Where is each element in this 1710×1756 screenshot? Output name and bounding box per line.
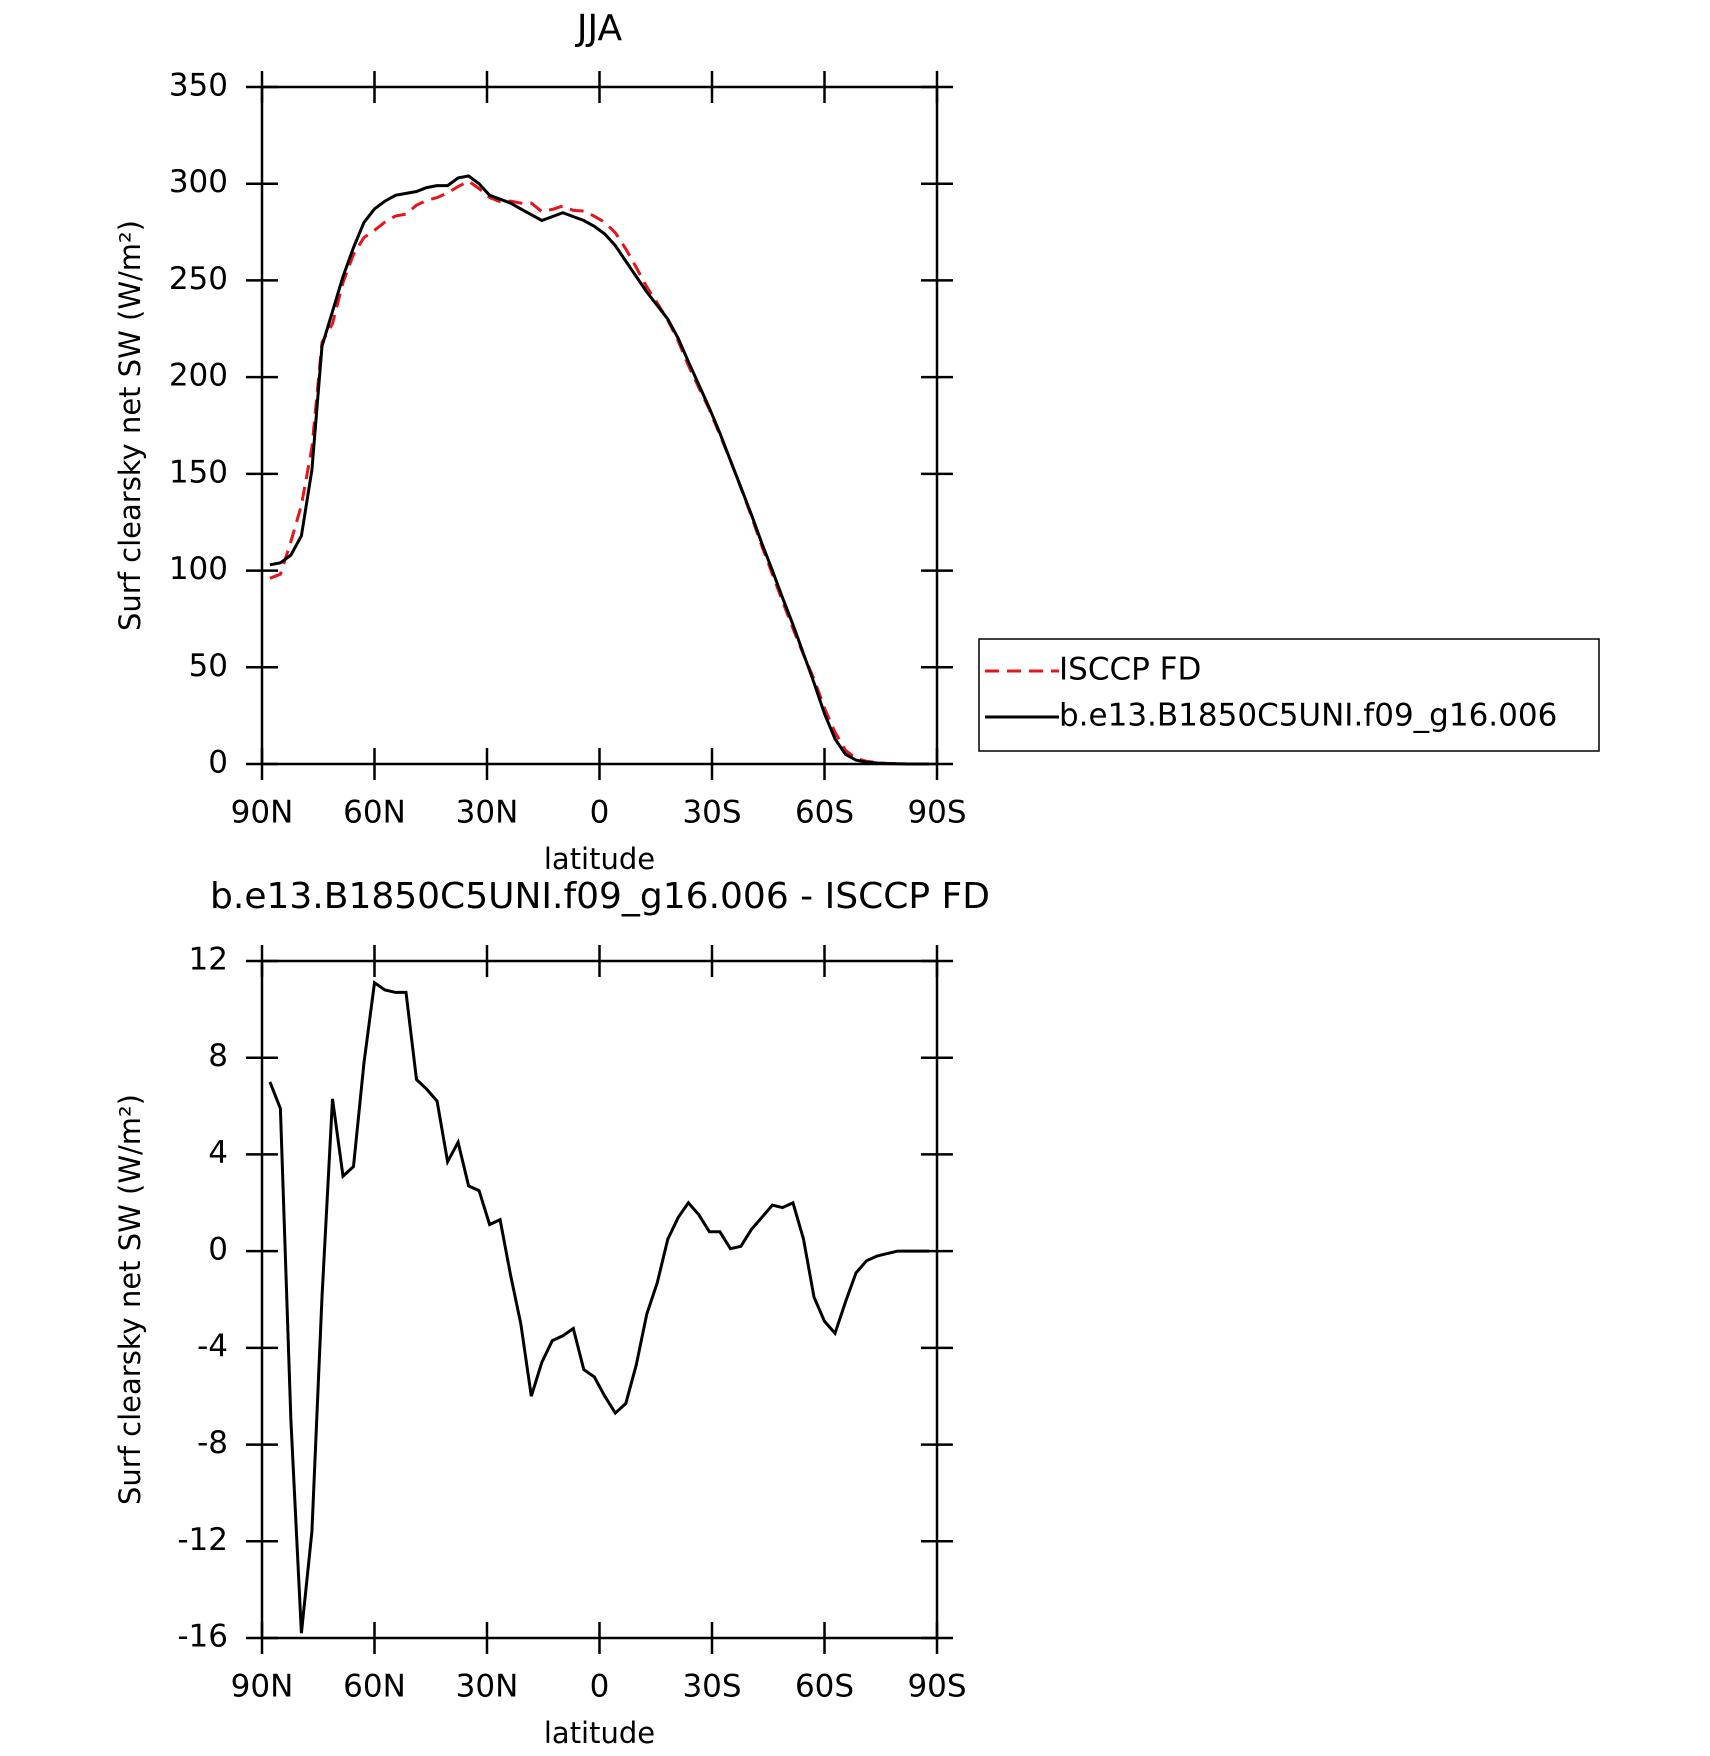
chart-title: b.e13.B1850C5UNI.f09_g16.006 - ISCCP FD (210, 876, 990, 917)
x-tick-label: 60N (343, 1669, 406, 1705)
x-tick-label: 30S (682, 1669, 741, 1705)
x-tick-label: 60N (343, 795, 406, 831)
x-tick-label: 90S (907, 795, 966, 831)
x-tick-label: 60S (795, 1669, 854, 1705)
y-tick-label: 300 (169, 164, 228, 200)
y-tick-label: 100 (169, 551, 228, 587)
y-tick-label: -4 (197, 1328, 228, 1364)
y-tick-label: 350 (169, 68, 228, 104)
x-axis-label: latitude (544, 1716, 655, 1750)
x-tick-label: 30S (682, 795, 741, 831)
x-tick-label: 30N (456, 795, 519, 831)
y-tick-label: 0 (208, 745, 228, 781)
x-axis-label: latitude (544, 842, 655, 876)
y-tick-label: 12 (189, 942, 228, 978)
y-tick-label: 200 (169, 358, 228, 394)
legend-box (978, 638, 1600, 752)
y-axis-label: Surf clearsky net SW (W/m²) (113, 1094, 147, 1505)
x-tick-label: 90N (231, 795, 294, 831)
legend-label: ISCCP FD (1059, 652, 1201, 688)
y-tick-label: 0 (208, 1232, 228, 1268)
y-tick-label: -12 (177, 1522, 228, 1558)
legend: ISCCP FD b.e13.B1850C5UNI.f09_g16.006 (978, 638, 1600, 752)
y-tick-label: 250 (169, 261, 228, 297)
y-tick-label: 50 (189, 648, 228, 684)
data-line (269, 174, 930, 766)
y-tick-label: 8 (208, 1038, 228, 1074)
x-tick-label: 90S (907, 1669, 966, 1705)
legend-label: b.e13.B1850C5UNI.f09_g16.006 (1059, 698, 1557, 734)
x-tick-label: 60S (795, 795, 854, 831)
x-tick-label: 0 (590, 1669, 610, 1705)
y-tick-label: 150 (169, 454, 228, 490)
y-tick-label: -16 (177, 1619, 228, 1655)
x-tick-label: 30N (456, 1669, 519, 1705)
chart-title: JJA (575, 8, 623, 49)
data-line (269, 179, 930, 766)
data-line (268, 980, 930, 1634)
y-tick-label: -8 (197, 1425, 228, 1461)
plot-frame (260, 85, 939, 766)
y-axis-label: Surf clearsky net SW (W/m²) (113, 220, 147, 631)
x-tick-label: 0 (590, 795, 610, 831)
x-tick-label: 90N (231, 1669, 294, 1705)
y-tick-label: 4 (208, 1135, 228, 1171)
